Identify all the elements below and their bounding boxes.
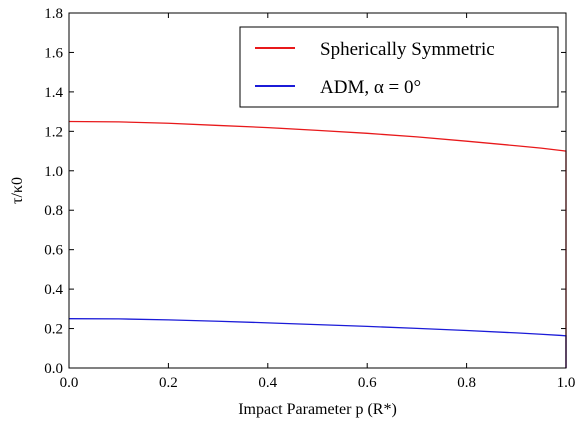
x-tick-label: 0.8 xyxy=(457,375,476,391)
y-tick-label: 0.0 xyxy=(44,361,63,377)
x-tick-label: 0.2 xyxy=(159,375,178,391)
x-axis-label: Impact Parameter p (R*) xyxy=(238,401,397,418)
x-tick-label: 0.4 xyxy=(258,375,277,391)
legend-label-adm: ADM, α = 0° xyxy=(320,77,421,98)
y-tick-label: 1.2 xyxy=(44,124,63,140)
y-axis-label: τ/κ0 xyxy=(9,177,26,204)
y-tick-label: 1.6 xyxy=(44,45,63,61)
x-tick-label: 0.6 xyxy=(358,375,377,391)
x-tick-label: 1.0 xyxy=(557,375,576,391)
y-tick-label: 1.8 xyxy=(44,6,63,22)
legend: Spherically Symmetric ADM, α = 0° xyxy=(239,26,559,108)
series-line-1 xyxy=(68,318,567,368)
legend-box xyxy=(239,26,559,108)
y-tick-label: 0.4 xyxy=(44,282,63,298)
y-tick-label: 1.4 xyxy=(44,85,63,101)
y-tick-label: 0.8 xyxy=(44,203,63,219)
plot-frame xyxy=(68,12,567,369)
legend-label-spherically-symmetric: Spherically Symmetric xyxy=(320,39,495,60)
y-tick-label: 0.6 xyxy=(44,243,63,259)
series-line-0 xyxy=(68,120,567,368)
y-tick-label: 0.2 xyxy=(44,322,63,338)
y-tick-label: 1.0 xyxy=(44,164,63,180)
x-tick-label: 0.0 xyxy=(60,375,79,391)
